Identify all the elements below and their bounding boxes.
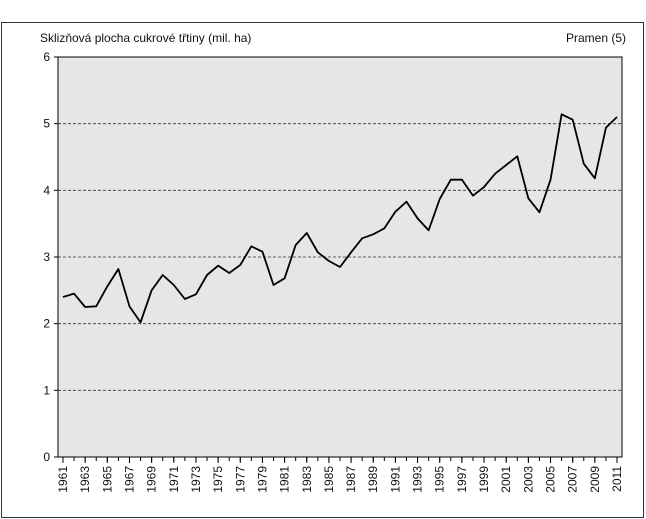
x-tick-label: 1983 bbox=[300, 466, 314, 493]
x-tick-label: 1977 bbox=[233, 466, 247, 493]
y-tick-label: 2 bbox=[43, 317, 50, 331]
chart-title: Sklizňová plocha cukrové třtiny (mil. ha… bbox=[40, 31, 251, 45]
x-tick-label: 2007 bbox=[566, 466, 580, 493]
x-tick-label: 1981 bbox=[278, 466, 292, 493]
y-tick-label: 5 bbox=[43, 117, 50, 131]
x-tick-label: 1969 bbox=[145, 466, 159, 493]
x-tick-label: 1993 bbox=[411, 466, 425, 493]
x-tick-label: 1967 bbox=[122, 466, 136, 493]
x-tick-label: 1999 bbox=[477, 466, 491, 493]
y-tick-label: 4 bbox=[43, 183, 50, 197]
y-tick-label: 0 bbox=[43, 450, 50, 464]
y-tick-label: 1 bbox=[43, 383, 50, 397]
x-tick-label: 1987 bbox=[344, 466, 358, 493]
x-tick-label: 1995 bbox=[433, 466, 447, 493]
x-tick-label: 1997 bbox=[455, 466, 469, 493]
x-tick-label: 1989 bbox=[366, 466, 380, 493]
x-tick-label: 2011 bbox=[610, 466, 624, 492]
y-tick-label: 3 bbox=[43, 250, 50, 264]
x-tick-label: 2001 bbox=[499, 466, 513, 493]
x-tick-label: 1971 bbox=[167, 466, 181, 493]
x-tick-label: 1975 bbox=[211, 466, 225, 493]
y-tick-label: 6 bbox=[43, 50, 50, 64]
source-note: Pramen (5) bbox=[566, 31, 626, 45]
x-tick-label: 1991 bbox=[388, 466, 402, 493]
x-tick-label: 1979 bbox=[255, 466, 269, 493]
x-tick-label: 1973 bbox=[189, 466, 203, 493]
data-line bbox=[62, 113, 618, 324]
x-tick-label: 2009 bbox=[588, 466, 602, 493]
x-tick-label: 1961 bbox=[56, 466, 70, 493]
x-tick-label: 1965 bbox=[100, 466, 114, 493]
x-tick-label: 1963 bbox=[78, 466, 92, 493]
x-tick-label: 1985 bbox=[322, 466, 336, 493]
x-tick-label: 2003 bbox=[521, 466, 535, 493]
frame bbox=[1, 22, 644, 518]
x-tick-label: 2005 bbox=[544, 466, 558, 493]
